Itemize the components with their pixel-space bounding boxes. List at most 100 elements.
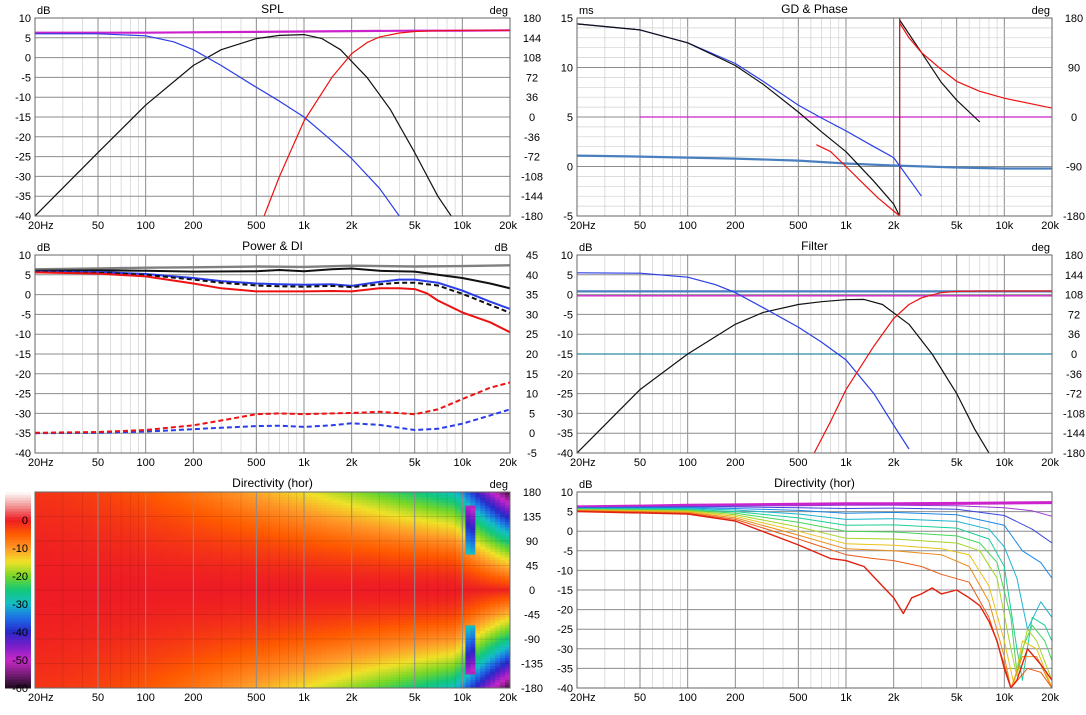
x-tick-label: 20Hz xyxy=(570,220,596,232)
chart-title: GD & Phase xyxy=(781,2,848,16)
y-tick-label: -25 xyxy=(557,389,573,401)
y2-tick-label: -180 xyxy=(1063,448,1085,460)
y-tick-label: -30 xyxy=(15,171,31,183)
y-tick-label: -5 xyxy=(563,211,573,223)
y2-tick-label: 36 xyxy=(1068,329,1080,341)
y-tick-label: -35 xyxy=(15,191,31,203)
x-tick-label: 100 xyxy=(678,220,696,232)
y2-tick-label: -180 xyxy=(521,211,543,223)
y-tick-label: -40 xyxy=(15,211,31,223)
y2-tick-label: -144 xyxy=(1063,428,1085,440)
x-tick-label: 20Hz xyxy=(28,457,54,469)
y2-tick-label: 0 xyxy=(1071,112,1077,124)
y2-tick-label: 40 xyxy=(526,270,538,282)
x-tick-label: 10k xyxy=(453,457,471,469)
y2-axis-label: deg xyxy=(1032,5,1050,17)
y2-tick-label: -5 xyxy=(527,448,537,460)
y-tick-label: 10 xyxy=(19,250,31,262)
y-tick-label: 0 xyxy=(567,290,573,302)
x-tick-label: 1k xyxy=(840,457,852,469)
y2-tick-label: 72 xyxy=(1068,309,1080,321)
y2-tick-label: -108 xyxy=(1063,408,1085,420)
y-tick-label: -40 xyxy=(15,448,31,460)
y-tick-label: -15 xyxy=(15,112,31,124)
x-tick-label: 2k xyxy=(346,457,358,469)
y-tick-label: 10 xyxy=(19,13,31,25)
y2-tick-label: -36 xyxy=(1066,369,1082,381)
x-tick-label: 20Hz xyxy=(28,220,54,232)
y-tick-label: -30 xyxy=(557,408,573,420)
x-tick-label: 500 xyxy=(247,457,265,469)
x-tick-label: 5k xyxy=(951,457,963,469)
y-tick-label: -25 xyxy=(15,389,31,401)
chart-title: Power & DI xyxy=(242,239,303,253)
y2-tick-label: 10 xyxy=(526,389,538,401)
chart-title: SPL xyxy=(261,2,284,16)
y2-tick-label: 90 xyxy=(1068,63,1080,75)
y-axis-label: dB xyxy=(579,242,592,254)
x-tick-label: 50 xyxy=(634,220,646,232)
y2-tick-label: 180 xyxy=(1065,250,1083,262)
y-tick-label: -10 xyxy=(15,92,31,104)
y2-tick-label: 20 xyxy=(526,349,538,361)
y-axis-label: dB xyxy=(37,242,50,254)
y-tick-label: -5 xyxy=(21,309,31,321)
y-tick-label: -30 xyxy=(15,408,31,420)
y-tick-label: 5 xyxy=(25,33,31,45)
chart-title: Filter xyxy=(801,239,828,253)
y2-tick-label: -36 xyxy=(524,132,540,144)
x-tick-label: 10k xyxy=(453,220,471,232)
x-tick-label: 50 xyxy=(92,457,104,469)
x-tick-label: 1k xyxy=(298,457,310,469)
y2-tick-label: 45 xyxy=(526,250,538,262)
x-tick-label: 5k xyxy=(409,457,421,469)
y-tick-label: -25 xyxy=(15,152,31,164)
y2-tick-label: 15 xyxy=(526,369,538,381)
x-tick-label: 1k xyxy=(840,220,852,232)
y-tick-label: -5 xyxy=(21,72,31,84)
y2-axis-label: deg xyxy=(490,5,508,17)
y2-tick-label: 180 xyxy=(1065,13,1083,25)
y-tick-label: -20 xyxy=(15,132,31,144)
y2-axis-label: deg xyxy=(1032,242,1050,254)
y2-tick-label: 25 xyxy=(526,329,538,341)
x-tick-label: 20k xyxy=(499,457,517,469)
x-tick-label: 1k xyxy=(298,220,310,232)
y-tick-label: 5 xyxy=(567,270,573,282)
y2-tick-label: 72 xyxy=(526,72,538,84)
y-tick-label: 5 xyxy=(567,112,573,124)
y2-tick-label: -90 xyxy=(1066,162,1082,174)
y2-tick-label: -72 xyxy=(1066,389,1082,401)
x-tick-label: 200 xyxy=(726,220,744,232)
x-tick-label: 20Hz xyxy=(570,457,596,469)
x-tick-label: 10k xyxy=(995,220,1013,232)
y-tick-label: -5 xyxy=(563,309,573,321)
x-tick-label: 100 xyxy=(678,457,696,469)
y-axis-label: dB xyxy=(37,5,50,17)
y-tick-label: -20 xyxy=(15,369,31,381)
x-tick-label: 200 xyxy=(184,220,202,232)
y2-tick-label: 0 xyxy=(529,112,535,124)
y-tick-label: 0 xyxy=(567,162,573,174)
x-tick-label: 100 xyxy=(136,220,154,232)
x-tick-label: 100 xyxy=(136,457,154,469)
y-tick-label: -40 xyxy=(557,448,573,460)
y2-tick-label: 35 xyxy=(526,290,538,302)
x-tick-label: 20k xyxy=(1041,457,1059,469)
x-tick-label: 5k xyxy=(951,220,963,232)
x-tick-label: 50 xyxy=(634,457,646,469)
y2-tick-label: 144 xyxy=(1065,270,1083,282)
y2-tick-label: 144 xyxy=(523,33,541,45)
x-tick-label: 500 xyxy=(789,457,807,469)
x-tick-label: 5k xyxy=(409,220,421,232)
y-tick-label: -15 xyxy=(557,349,573,361)
x-tick-label: 200 xyxy=(184,457,202,469)
x-tick-label: 50 xyxy=(92,220,104,232)
y-tick-label: 10 xyxy=(561,63,573,75)
x-tick-label: 2k xyxy=(346,220,358,232)
y-tick-label: 15 xyxy=(561,13,573,25)
